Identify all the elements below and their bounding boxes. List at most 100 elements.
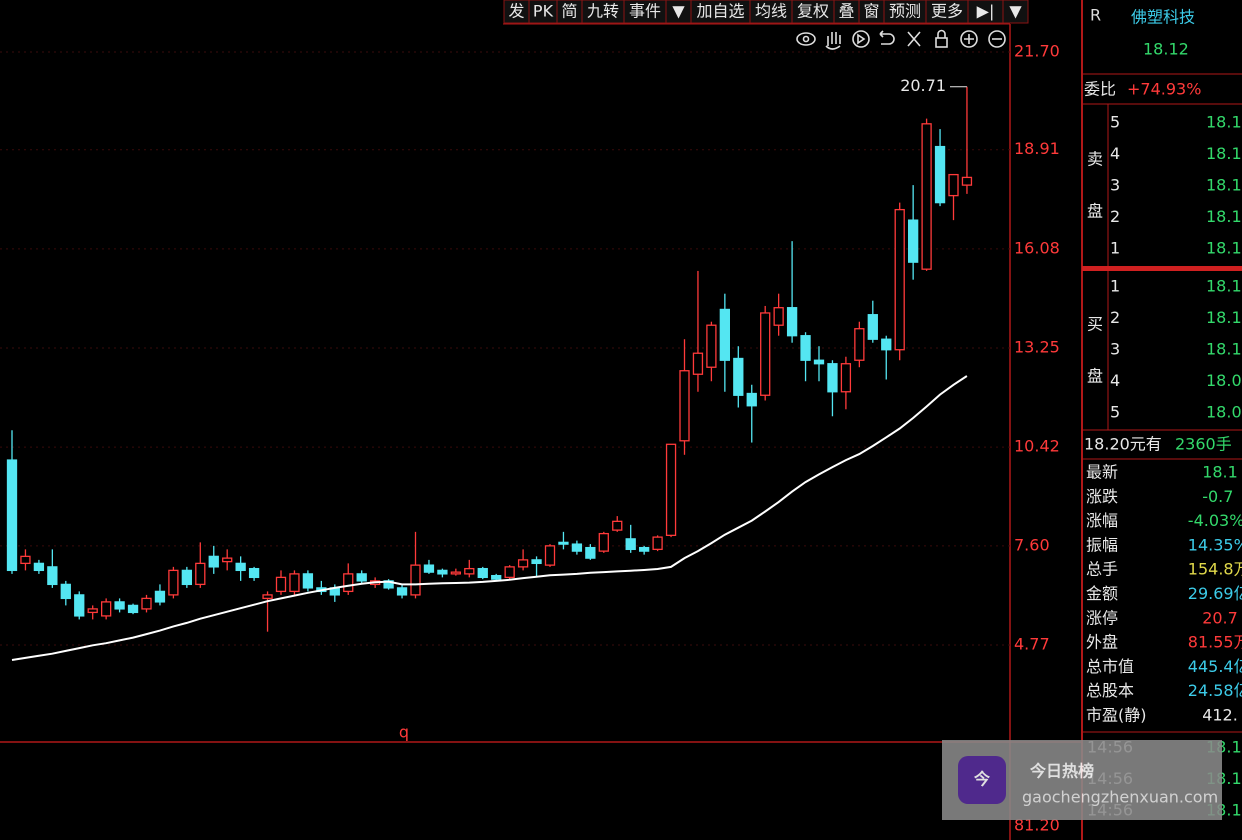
cut-icon[interactable]	[907, 31, 921, 47]
toolbar-button[interactable]	[1002, 0, 1029, 24]
book-price[interactable]: 18.0	[1206, 371, 1242, 390]
book-price[interactable]: 18.1	[1206, 144, 1242, 163]
hand-icon[interactable]	[825, 32, 841, 50]
candle-body	[477, 567, 488, 579]
candle-body	[706, 324, 717, 368]
candle-body	[20, 555, 31, 565]
candle-body	[356, 573, 367, 582]
stat-value: 445.4亿	[1188, 657, 1242, 676]
toolbar-label[interactable]: 更多	[931, 2, 963, 21]
toolbar-label[interactable]: ▼	[672, 2, 685, 21]
toolbar-label[interactable]: 九转	[587, 2, 619, 21]
play-icon[interactable]	[852, 30, 870, 48]
lock-icon	[937, 29, 946, 38]
candle-body	[961, 176, 973, 186]
stock-name: 佛塑科技	[1131, 8, 1195, 27]
candle-body	[585, 546, 596, 559]
book-level: 5	[1110, 113, 1120, 132]
book-price[interactable]: 18.1	[1206, 176, 1242, 195]
candle-body	[679, 370, 690, 442]
volume-tick-label: 81.20	[1014, 816, 1060, 835]
stat-label: 市盈(静)	[1086, 706, 1147, 725]
candle-body	[195, 562, 206, 586]
candle-body	[141, 597, 152, 610]
stat-value: -4.03%	[1188, 511, 1242, 530]
stat-value: 24.58亿	[1188, 681, 1242, 700]
candle-body	[74, 594, 85, 617]
stat-label: 涨停	[1086, 608, 1118, 627]
candle-body	[289, 573, 300, 593]
candle-body	[423, 564, 435, 573]
stat-label: 涨幅	[1086, 511, 1118, 530]
stat-label: 金额	[1086, 584, 1118, 603]
y-tick-label: 10.42	[1014, 437, 1060, 456]
toolbar-label[interactable]: 加自选	[696, 2, 744, 21]
y-tick-label: 7.60	[1014, 535, 1050, 554]
book-price[interactable]: 18.1	[1206, 340, 1242, 359]
book-side-label: 盘	[1087, 367, 1103, 386]
stat-label: 涨跌	[1086, 487, 1118, 506]
candle-body	[531, 559, 542, 565]
toolbar-label[interactable]: 均线	[755, 2, 787, 21]
stat-label: 总手	[1086, 560, 1118, 579]
candle-body	[773, 307, 784, 326]
toolbar-label[interactable]: 简	[561, 2, 577, 21]
candle-body	[410, 564, 421, 596]
book-level: 5	[1110, 403, 1120, 422]
toolbar-label[interactable]: 复权	[797, 2, 829, 21]
candle-body	[786, 307, 798, 337]
book-price[interactable]: 18.0	[1206, 403, 1242, 422]
play-icon	[857, 33, 866, 45]
watermark: 今 今日热榜 gaochengzhenxuan.com	[942, 740, 1222, 820]
toolbar-label[interactable]: 窗	[863, 2, 879, 21]
toolbar-label[interactable]: 发	[508, 2, 524, 21]
y-tick-label: 16.08	[1014, 238, 1060, 257]
candle-body	[222, 557, 233, 563]
ratio-value: +74.93%	[1127, 80, 1201, 99]
candle-body	[396, 587, 408, 596]
candle-body	[504, 566, 515, 579]
zoom-out-icon[interactable]	[988, 30, 1006, 48]
book-price[interactable]: 18.1	[1206, 207, 1242, 226]
stat-value: 81.55万	[1188, 633, 1242, 652]
toolbar-label[interactable]: PK	[533, 2, 554, 21]
candle-body	[934, 145, 946, 204]
candle-body	[154, 590, 166, 603]
max-label: 20.71	[900, 76, 946, 95]
book-price[interactable]: 18.1	[1206, 308, 1242, 327]
stat-value: 20.7	[1202, 608, 1238, 627]
stat-value: 154.8万	[1188, 560, 1242, 579]
candle-body	[692, 352, 704, 375]
candle-body	[47, 566, 58, 586]
stat-value: 14.35%	[1188, 535, 1242, 554]
watermark-title: 今日热榜	[1029, 762, 1094, 781]
stat-value: -0.7	[1202, 487, 1233, 506]
stock-price: 18.12	[1143, 40, 1189, 59]
toolbar-label[interactable]: ▶|	[977, 2, 995, 21]
lock-icon[interactable]	[935, 37, 948, 48]
candle-body	[840, 363, 852, 393]
toolbar-label[interactable]: 事件	[629, 2, 661, 21]
candle-body	[437, 569, 448, 575]
candle-body	[800, 335, 811, 361]
toolbar-label[interactable]: 预测	[889, 2, 921, 21]
book-price[interactable]: 18.1	[1206, 113, 1242, 132]
candle-body	[625, 538, 636, 551]
candle-body	[60, 583, 71, 600]
toolbar-label[interactable]: ▼	[1009, 2, 1022, 21]
undo-icon[interactable]	[879, 30, 895, 45]
candle-body	[248, 567, 260, 579]
book-price[interactable]: 18.1	[1206, 277, 1242, 296]
zoom-in-icon[interactable]	[960, 30, 978, 48]
candle-body	[598, 532, 609, 552]
book-price[interactable]: 18.1	[1206, 239, 1242, 258]
stat-label: 最新	[1086, 463, 1118, 482]
candle-body	[867, 314, 878, 340]
watermark-icon-text: 今	[973, 770, 990, 789]
candle-body	[571, 543, 583, 552]
toolbar-label[interactable]: 叠	[838, 2, 854, 21]
eye-icon[interactable]	[796, 32, 816, 46]
y-tick-label: 18.91	[1014, 139, 1060, 158]
